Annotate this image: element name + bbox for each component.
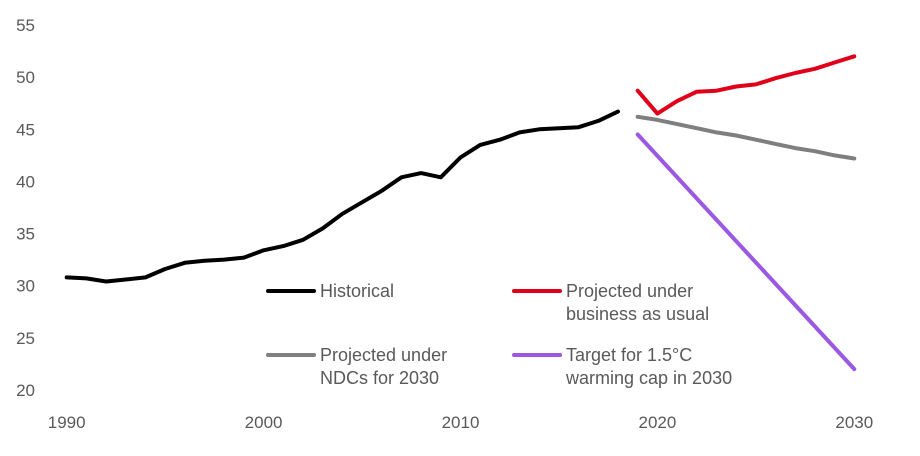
y-axis-tick-labels: 20 25 30 35 40 45 50 55 xyxy=(16,16,35,400)
series-line-3 xyxy=(635,114,857,161)
legend-label: Historical xyxy=(320,281,394,301)
x-tick-label: 2010 xyxy=(442,413,480,432)
series-line-4 xyxy=(635,132,857,372)
legend-label: Projected under xyxy=(566,281,693,301)
y-tick-label: 30 xyxy=(16,277,35,296)
legend-item-4: Target for 1.5°C warming cap in 2030 xyxy=(512,345,732,388)
series-lines xyxy=(64,54,857,372)
x-tick-label: 2030 xyxy=(835,413,873,432)
y-tick-label: 40 xyxy=(16,172,35,191)
legend-label-line2: NDCs for 2030 xyxy=(320,368,439,388)
legend-label-line2: business as usual xyxy=(566,304,709,324)
series-line-2 xyxy=(635,54,857,116)
y-tick-label: 35 xyxy=(16,225,35,244)
legend-item-3: Projected under NDCs for 2030 xyxy=(266,345,447,388)
y-tick-label: 55 xyxy=(16,16,35,35)
y-tick-label: 25 xyxy=(16,329,35,348)
legend-label: Projected under xyxy=(320,345,447,365)
x-tick-label: 2020 xyxy=(638,413,676,432)
legend-label-line2: warming cap in 2030 xyxy=(565,368,732,388)
y-tick-label: 20 xyxy=(16,381,35,400)
series-line-1 xyxy=(64,109,620,284)
legend-item-2: Projected under business as usual xyxy=(512,281,709,324)
legend: Historical Projected under business as usu… xyxy=(266,281,732,388)
x-tick-label: 2000 xyxy=(245,413,283,432)
legend-item-1: Historical xyxy=(266,281,394,301)
x-tick-label: 1990 xyxy=(48,413,86,432)
legend-label: Target for 1.5°C xyxy=(566,345,692,365)
y-tick-label: 50 xyxy=(16,68,35,87)
x-axis-tick-labels: 1990 2000 2010 2020 2030 xyxy=(48,413,873,432)
y-tick-label: 45 xyxy=(16,120,35,139)
